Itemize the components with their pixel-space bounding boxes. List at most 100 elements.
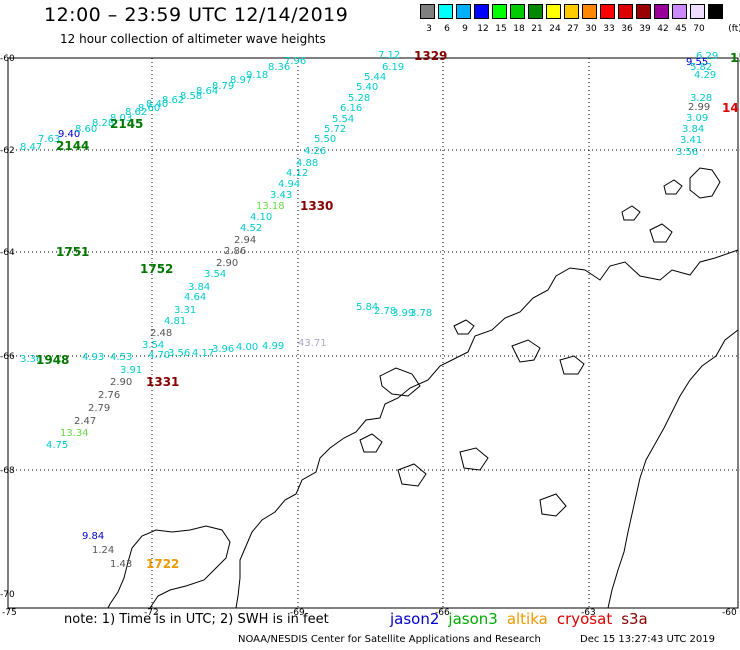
lat-label: -64 — [0, 248, 15, 258]
island-south-3 — [459, 447, 489, 471]
alexander-island-coast — [107, 525, 231, 609]
scale-swatch — [618, 4, 633, 19]
wave-height-value: 8.62 — [162, 95, 184, 106]
wave-height-value: 5.28 — [348, 93, 370, 104]
scale-swatch — [582, 4, 597, 19]
scale-label: 70 — [693, 24, 705, 34]
wave-height-value: 8.03 — [110, 113, 132, 124]
map-frame — [7, 57, 739, 609]
wave-height-value: 13.34 — [60, 428, 89, 439]
scale-swatch — [420, 4, 435, 19]
legend-cryosat: cryosat — [556, 610, 613, 628]
footer-credit: NOAA/NESDIS Center for Satellite Applica… — [238, 634, 541, 645]
island-south-1 — [359, 433, 383, 453]
lon-label: -72 — [144, 608, 159, 618]
scale-label: 30 — [585, 24, 597, 34]
longitude-labels: -75 -72 -69 -66 -63 -60 — [2, 608, 737, 618]
wave-height-value: 4.99 — [262, 341, 284, 352]
wave-height-value: 3.96 — [212, 344, 234, 355]
island-central-4 — [559, 355, 585, 375]
scale-swatch — [654, 4, 669, 19]
scale-label: 12 — [477, 24, 489, 34]
wave-height-value: 3.28 — [690, 93, 712, 104]
wave-height-value: 8.40 — [146, 99, 168, 110]
scale-label: 45 — [675, 24, 687, 34]
scale-label: 6 — [444, 24, 450, 34]
wave-height-value: 5.84 — [356, 302, 378, 313]
scale-label: 24 — [549, 24, 561, 34]
pass-time-label: 1331 — [146, 375, 179, 389]
wave-height-value: 3.41 — [680, 135, 702, 146]
wave-height-value: 4.12 — [286, 168, 308, 179]
wave-height-value: 2.79 — [88, 403, 110, 414]
legend-altika: altika — [506, 610, 548, 628]
wave-height-value: 4.81 — [164, 316, 186, 327]
wave-height-value: 8.58 — [180, 91, 202, 102]
wave-height-value: 4.29 — [694, 70, 716, 81]
lat-label: -68 — [0, 466, 15, 476]
wave-height-value: 8.47 — [20, 142, 42, 153]
wave-height-value: 8.79 — [212, 81, 234, 92]
wave-height-value: 8.36 — [268, 62, 290, 73]
wave-height-value: 4.64 — [184, 292, 206, 303]
scale-swatch — [438, 4, 453, 19]
islands-ne — [689, 167, 721, 199]
wave-height-value: 2.90 — [216, 258, 238, 269]
wave-height-value: 5.50 — [314, 134, 336, 145]
scale-unit: (ft) — [728, 24, 740, 34]
wave-height-value: 9.84 — [82, 531, 104, 542]
wave-height-value: 4.88 — [296, 158, 318, 169]
island-central-1 — [453, 319, 475, 335]
wave-height-value: 2.78 — [374, 306, 396, 317]
wave-height-value: 5.82 — [690, 62, 712, 73]
pass-time-label: 15 — [730, 51, 740, 65]
wave-height-value: 8.97 — [230, 75, 252, 86]
wave-height-value: 3.84 — [682, 124, 704, 135]
wave-height-value: 7.63 — [38, 134, 60, 145]
scale-label: 9 — [462, 24, 468, 34]
wave-height-value: 6.16 — [340, 103, 362, 114]
wave-height-value: 8.28 — [92, 118, 114, 129]
legend-jason2: jason2 — [390, 610, 440, 628]
lon-label: -60 — [722, 608, 737, 618]
wave-height-value: 4.70 — [148, 350, 170, 361]
pass-time-label: 141 — [722, 101, 740, 115]
wave-height-value: 2.47 — [74, 416, 96, 427]
wave-height-value: 3.31 — [174, 305, 196, 316]
lon-label: -69 — [290, 608, 305, 618]
scale-swatch — [456, 4, 471, 19]
scale-label: 27 — [567, 24, 579, 34]
latitude-labels: -60 -62 -64 -66 -68 -70 — [0, 54, 15, 600]
wave-height-value: 8.60 — [138, 103, 160, 114]
wave-height-value: 3.56 — [676, 147, 698, 158]
island-south-4 — [539, 493, 567, 517]
wave-height-value: 5.54 — [332, 114, 354, 125]
lon-label: -66 — [435, 608, 450, 618]
wave-height-value: 3.99 — [392, 308, 414, 319]
wave-height-value: 3.78 — [410, 308, 432, 319]
wave-height-value: 43.71 — [298, 338, 327, 349]
scale-swatch — [492, 4, 507, 19]
footer-note: note: 1) Time is in UTC; 2) SWH is in fe… — [64, 612, 329, 627]
wave-height-value: 2.94 — [234, 235, 256, 246]
wave-height-value: 3.36 — [20, 354, 42, 365]
wave-height-value: 3.54 — [204, 269, 226, 280]
scale-swatch — [690, 4, 705, 19]
wave-height-value: 9.18 — [246, 70, 268, 81]
pass-time-label: 1948 — [36, 353, 69, 367]
legend-jason3: jason3 — [448, 610, 498, 628]
wave-height-value: 7.96 — [284, 56, 306, 67]
graticule — [8, 58, 738, 608]
lon-label: -63 — [581, 608, 596, 618]
scale-swatch — [708, 4, 723, 19]
pass-time-label: 1751 — [56, 245, 89, 259]
wave-height-value: 4.53 — [110, 352, 132, 363]
wave-height-value: 5.72 — [324, 124, 346, 135]
antarctic-peninsula-coast — [235, 249, 739, 609]
wave-height-value: 3.43 — [270, 190, 292, 201]
wave-height-value: 4.93 — [82, 352, 104, 363]
pass-time-label: 2144 — [56, 139, 89, 153]
islands-n — [621, 205, 641, 221]
wave-height-value: 2.99 — [688, 102, 710, 113]
